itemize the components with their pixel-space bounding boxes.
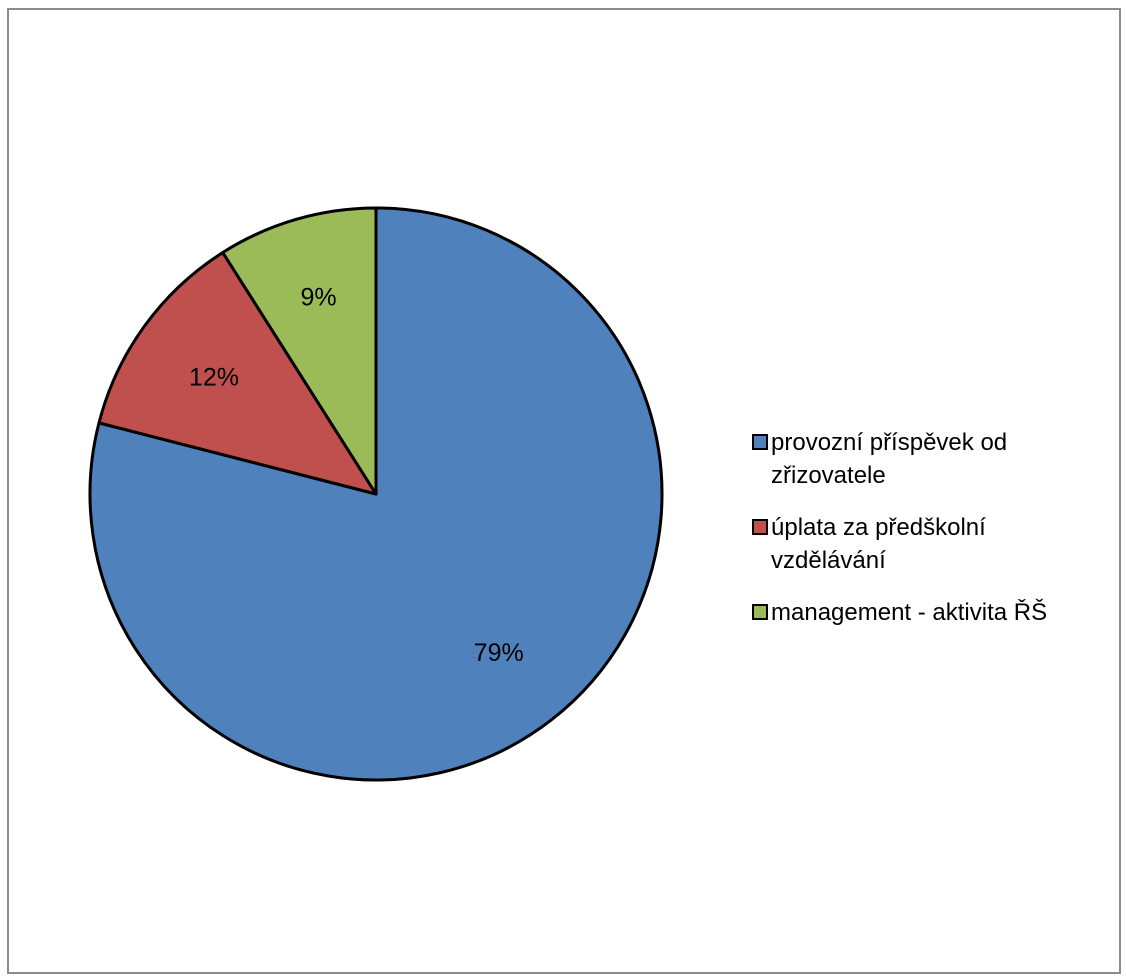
pie-slice-management [221, 206, 378, 496]
legend-item-uplata: úplata za předškolní vzdělávání [752, 511, 1112, 577]
legend-label-uplata: úplata za předškolní vzdělávání [771, 514, 986, 574]
legend-label-management: management - aktivita ŘŠ [771, 599, 1048, 626]
pie-label-provozni: 79% [474, 639, 524, 667]
legend-swatch-management [752, 604, 768, 620]
legend-label-provozni: provozní příspěvek od zřizovatele [771, 429, 1008, 489]
pie-slice-uplata [97, 251, 378, 496]
legend-item-provozni: provozní příspěvek od zřizovatele [752, 426, 1112, 492]
legend: provozní příspěvek od zřizovatele úplata… [752, 426, 1112, 648]
pie-label-management: 9% [300, 283, 336, 311]
legend-swatch-uplata [752, 519, 768, 535]
pie-label-uplata: 12% [189, 363, 239, 391]
legend-swatch-provozni [752, 434, 768, 450]
legend-item-management: management - aktivita ŘŠ [752, 596, 1112, 629]
